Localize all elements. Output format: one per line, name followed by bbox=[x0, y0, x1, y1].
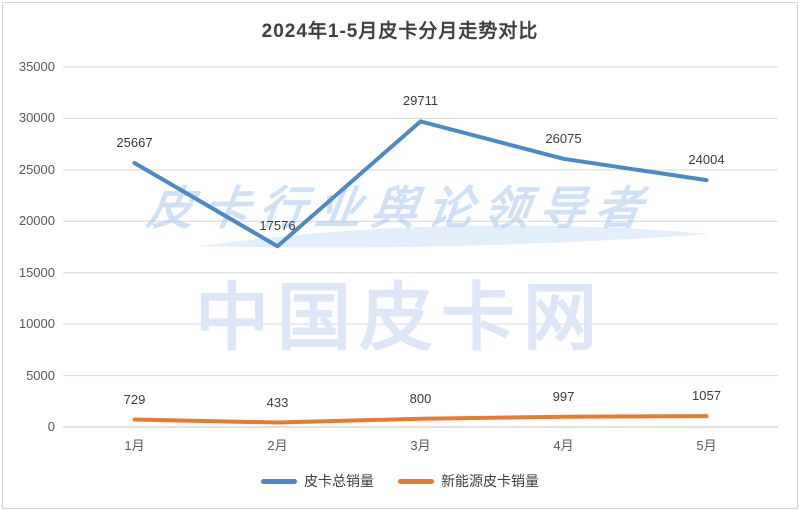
legend-label-total-sales: 皮卡总销量 bbox=[304, 473, 374, 489]
total-sales-line-marker-icon bbox=[261, 478, 297, 484]
data-label: 29711 bbox=[402, 93, 439, 109]
y-axis-tick-label: 10000 bbox=[18, 316, 55, 332]
data-label: 24004 bbox=[688, 152, 725, 168]
x-axis-tick-label: 5月 bbox=[696, 438, 717, 453]
y-axis-tick-label: 35000 bbox=[18, 59, 55, 74]
x-axis-tick-label: 2月 bbox=[267, 438, 288, 453]
y-axis-tick-label: 20000 bbox=[18, 213, 55, 229]
data-label: 800 bbox=[409, 390, 432, 406]
total-sales-line bbox=[132, 119, 709, 249]
data-label: 26075 bbox=[545, 130, 582, 146]
data-label: 433 bbox=[266, 394, 289, 410]
y-axis-tick-label: 5000 bbox=[26, 367, 55, 383]
data-label: 25667 bbox=[116, 134, 153, 150]
x-axis-tick-label: 4月 bbox=[553, 438, 574, 453]
data-label: 729 bbox=[123, 391, 146, 407]
chart-title: 2024年1-5月皮卡分月走势对比 bbox=[261, 21, 539, 42]
legend-label-nev-sales: 新能源皮卡销量 bbox=[441, 473, 539, 489]
y-axis-tick-label: 0 bbox=[47, 419, 55, 434]
legend-item-nev-sales: 新能源皮卡销量 bbox=[398, 471, 539, 491]
y-axis-tick-label: 25000 bbox=[18, 161, 55, 177]
nev-sales-line-marker-icon bbox=[398, 478, 434, 484]
data-label: 17576 bbox=[259, 218, 296, 234]
data-label: 1057 bbox=[692, 388, 721, 404]
x-axis-tick-label: 1月 bbox=[124, 438, 145, 453]
nev-sales-line bbox=[132, 414, 709, 425]
y-axis-tick-label: 30000 bbox=[18, 110, 55, 126]
legend-item-total-sales: 皮卡总销量 bbox=[261, 471, 374, 491]
x-axis-tick-label: 3月 bbox=[410, 438, 431, 453]
legend: 皮卡总销量 新能源皮卡销量 bbox=[0, 471, 800, 491]
data-label: 997 bbox=[552, 388, 575, 404]
y-axis-tick-label: 15000 bbox=[18, 264, 55, 280]
